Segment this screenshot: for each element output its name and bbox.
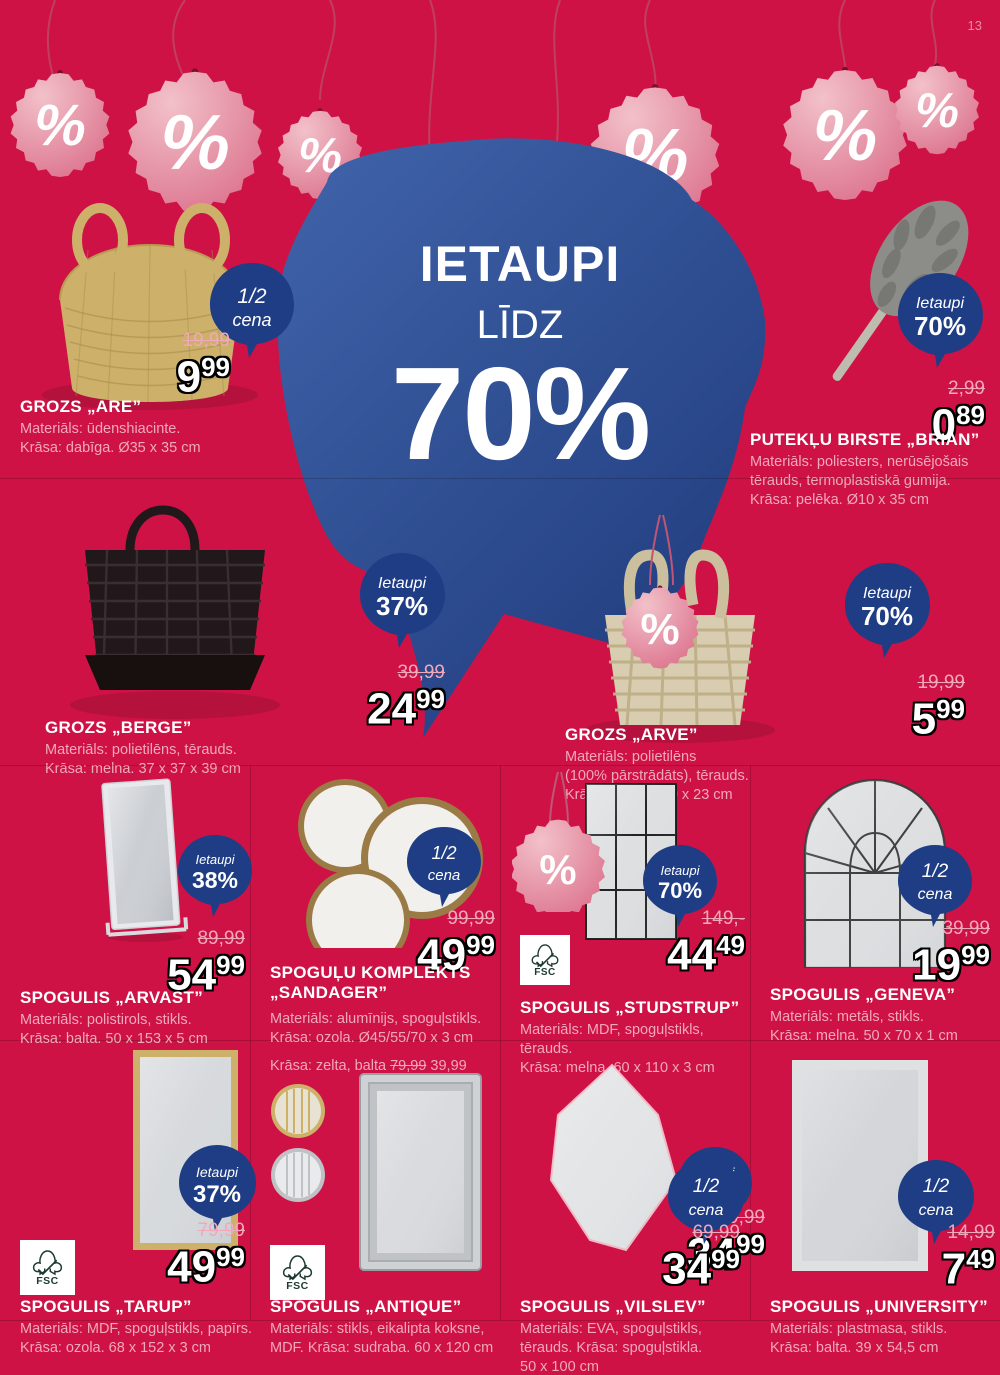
svg-text:Ietaupi: Ietaupi xyxy=(195,852,235,867)
svg-text:%: % xyxy=(813,95,877,176)
svg-text:70%: 70% xyxy=(914,311,966,341)
svg-text:cena: cena xyxy=(689,1202,724,1219)
svg-text:cena: cena xyxy=(428,867,461,884)
svg-text:Ietaupi: Ietaupi xyxy=(378,575,426,592)
svg-text:cena: cena xyxy=(918,886,953,903)
svg-text:%: % xyxy=(915,83,959,138)
svg-text:1/2: 1/2 xyxy=(922,861,949,882)
svg-text:1/2: 1/2 xyxy=(237,285,267,308)
svg-text:37%: 37% xyxy=(376,591,428,621)
svg-text:cena: cena xyxy=(919,1202,954,1219)
svg-text:%: % xyxy=(539,846,576,893)
svg-text:Ietaupi: Ietaupi xyxy=(196,1164,239,1180)
svg-text:%: % xyxy=(160,98,230,186)
svg-text:1/2: 1/2 xyxy=(923,1176,950,1197)
svg-text:70%: 70% xyxy=(861,601,913,631)
svg-text:Ietaupi: Ietaupi xyxy=(660,863,700,878)
svg-text:1/2: 1/2 xyxy=(431,843,456,863)
svg-text:1/2: 1/2 xyxy=(693,1176,720,1197)
svg-text:37%: 37% xyxy=(193,1181,241,1208)
svg-text:%: % xyxy=(640,605,679,654)
svg-text:70%: 70% xyxy=(658,878,702,903)
svg-text:Ietaupi: Ietaupi xyxy=(916,295,964,312)
svg-text:Ietaupi: Ietaupi xyxy=(863,585,911,602)
svg-text:cena: cena xyxy=(232,310,271,330)
svg-text:%: % xyxy=(34,93,86,158)
svg-text:38%: 38% xyxy=(192,867,238,893)
